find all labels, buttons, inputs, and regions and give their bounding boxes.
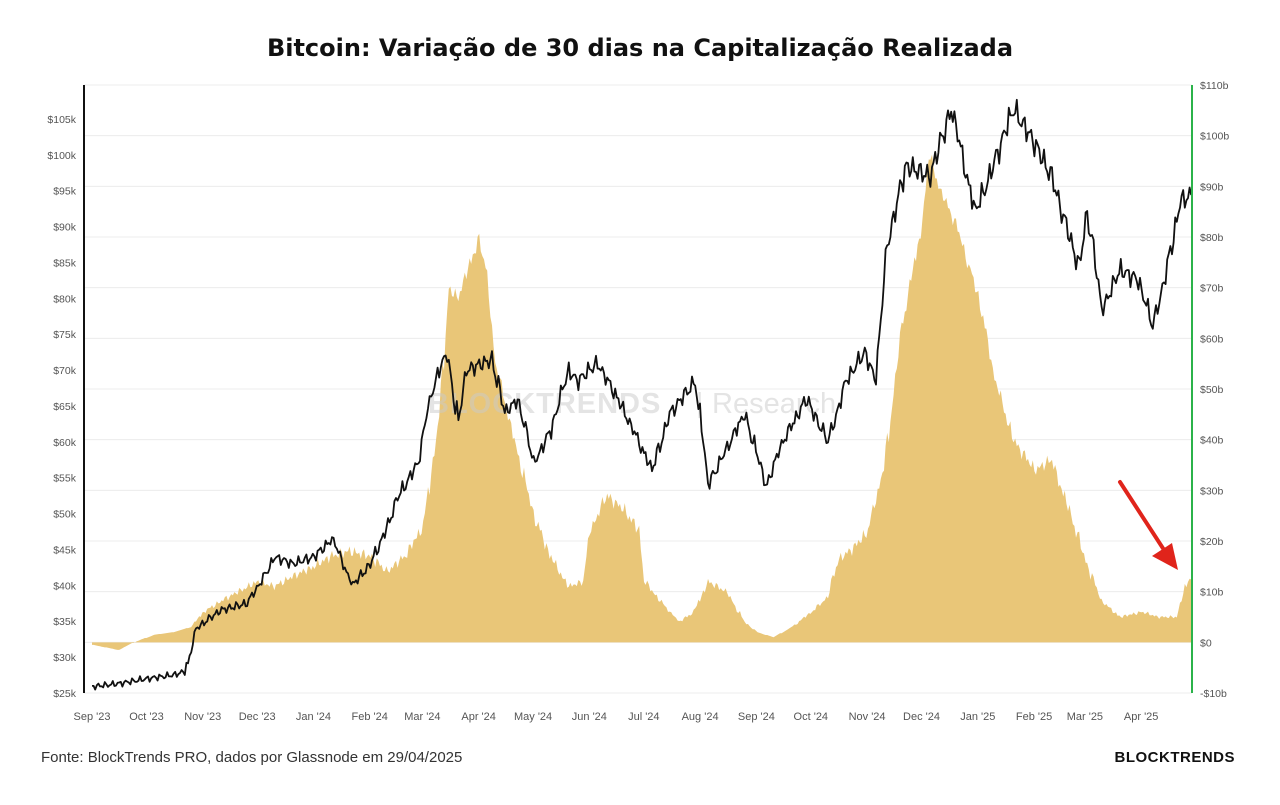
annotation-arrow <box>1118 480 1178 570</box>
y-left-tick-label: $80k <box>53 293 77 305</box>
x-ticks: Sep '23 Oct '23 Nov '23 Dec '23 Jan '24 Feb '… <box>74 711 1159 723</box>
y-left-tick-label: $60k <box>53 437 77 449</box>
y-right-tick-label: $30b <box>1200 485 1224 497</box>
x-tick-label: Sep '24 <box>738 711 775 723</box>
x-tick-label: Jun '24 <box>572 711 607 723</box>
arrow-head <box>1152 543 1178 570</box>
y-left-tick-label: $95k <box>53 186 77 198</box>
watermark-separator: | <box>696 387 703 418</box>
y-left-tick-label: $40k <box>53 580 77 592</box>
x-tick-label: Nov '24 <box>849 711 886 723</box>
x-tick-label: Feb '24 <box>352 711 388 723</box>
y-left-tick-label: $30k <box>53 652 77 664</box>
x-tick-label: Apr '25 <box>1124 711 1159 723</box>
watermark: BLOCKTRENDS | Research <box>428 387 836 420</box>
y-left-ticks: $25k $30k $35k $40k $45k $50k $55k $60k $65k $70k… <box>47 114 76 700</box>
y-right-tick-label: $80b <box>1200 232 1224 244</box>
y-right-tick-label: -$10b <box>1200 688 1227 700</box>
chart-title: Bitcoin: Variação de 30 dias na Capitali… <box>266 34 1014 62</box>
y-left-tick-label: $85k <box>53 257 77 269</box>
y-left-tick-label: $90k <box>53 222 77 234</box>
brand-logo: BLOCKTRENDS <box>1114 749 1235 766</box>
x-tick-label: Oct '24 <box>794 711 829 723</box>
y-right-tick-label: $50b <box>1200 384 1224 396</box>
x-tick-label: Mar '25 <box>1067 711 1103 723</box>
area-series-fill <box>92 154 1192 650</box>
x-tick-label: Jan '24 <box>296 711 331 723</box>
x-tick-label: Apr '24 <box>461 711 496 723</box>
x-tick-label: Feb '25 <box>1016 711 1052 723</box>
x-tick-label: May '24 <box>514 711 552 723</box>
y-right-tick-label: $70b <box>1200 283 1224 295</box>
y-left-tick-label: $100k <box>47 150 76 162</box>
y-left-tick-label: $105k <box>47 114 76 126</box>
x-tick-label: Jan '25 <box>960 711 995 723</box>
y-left-tick-label: $65k <box>53 401 77 413</box>
chart: $25k $30k $35k $40k $45k $50k $55k $60k $65k $70k… <box>47 80 1229 723</box>
price-line <box>92 98 1193 691</box>
price-series <box>92 98 1193 691</box>
y-right-tick-label: $60b <box>1200 333 1224 345</box>
axes <box>83 85 1193 693</box>
y-right-tick-label: $110b <box>1200 80 1229 92</box>
y-right-tick-label: $90b <box>1200 181 1224 193</box>
y-right-tick-label: $0 <box>1200 637 1212 649</box>
x-tick-label: Oct '23 <box>129 711 164 723</box>
x-tick-label: Nov '23 <box>184 711 221 723</box>
y-left-tick-label: $35k <box>53 616 77 628</box>
y-right-tick-label: $20b <box>1200 536 1224 548</box>
y-left-tick-label: $50k <box>53 509 77 521</box>
y-right-tick-label: $100b <box>1200 131 1229 143</box>
x-tick-label: Aug '24 <box>682 711 719 723</box>
arrow-shaft <box>1118 480 1168 555</box>
x-tick-label: Sep '23 <box>74 711 111 723</box>
y-left-tick-label: $75k <box>53 329 77 341</box>
area-series <box>92 154 1192 650</box>
y-left-tick-label: $45k <box>53 544 77 556</box>
y-left-tick-label: $55k <box>53 473 77 485</box>
y-right-tick-label: $10b <box>1200 587 1224 599</box>
x-tick-label: Mar '24 <box>404 711 440 723</box>
y-right-ticks: -$10b $0 $10b $20b $30b $40b $50b $60b $70b $80b $… <box>1200 80 1229 700</box>
y-left-tick-label: $70k <box>53 365 77 377</box>
source-note: Fonte: BlockTrends PRO, dados por Glassn… <box>41 749 463 766</box>
x-tick-label: Jul '24 <box>628 711 659 723</box>
y-left-tick-label: $25k <box>53 688 77 700</box>
x-tick-label: Dec '24 <box>903 711 940 723</box>
y-right-tick-label: $40b <box>1200 435 1224 447</box>
x-tick-label: Dec '23 <box>239 711 276 723</box>
